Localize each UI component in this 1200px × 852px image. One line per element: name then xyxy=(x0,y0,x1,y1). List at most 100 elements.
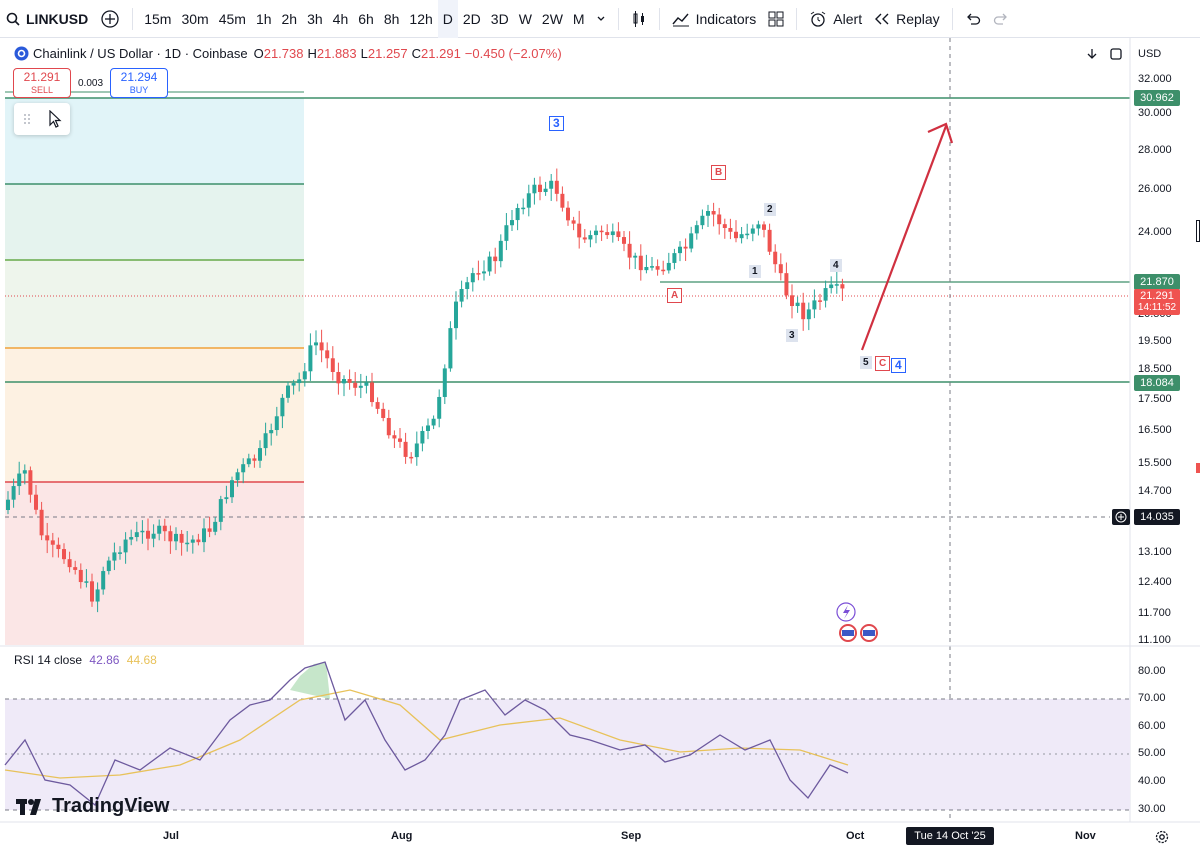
interval-2h[interactable]: 2h xyxy=(281,10,298,27)
wave-label-3-minor[interactable]: 3 xyxy=(786,329,798,342)
candle-body xyxy=(375,402,380,409)
buy-price: 21.294 xyxy=(120,70,158,84)
rsi-axis-label: 70.00 xyxy=(1138,692,1166,704)
candle-body xyxy=(644,266,649,271)
interval-12h[interactable]: 12h xyxy=(409,10,433,27)
candle-body xyxy=(756,224,761,229)
candle-body xyxy=(683,246,688,249)
price-axis-label: 15.500 xyxy=(1138,457,1172,469)
interval-D[interactable]: D xyxy=(437,0,458,38)
symbol-search[interactable]: LINKUSD xyxy=(0,0,94,38)
candle-body xyxy=(151,533,156,539)
interval-2W[interactable]: 2W xyxy=(541,10,563,27)
currency-selector[interactable]: USD xyxy=(1138,48,1162,60)
bar-countdown: 14:11:52 xyxy=(1137,302,1177,313)
candle-body xyxy=(431,418,436,426)
interval-4h[interactable]: 4h xyxy=(332,10,349,27)
add-level-button[interactable] xyxy=(1112,509,1130,525)
candle-body xyxy=(314,342,318,346)
candle-body xyxy=(582,237,587,240)
candle-body xyxy=(487,256,492,272)
undo-button[interactable] xyxy=(959,0,987,38)
price-axis-label: 11.700 xyxy=(1138,607,1171,619)
arrow-down-icon xyxy=(1087,49,1097,59)
candle-body xyxy=(734,231,738,239)
divider xyxy=(617,7,619,30)
interval-3h[interactable]: 3h xyxy=(307,10,323,27)
candle-body xyxy=(17,473,22,487)
alert-button[interactable]: Alert xyxy=(803,0,868,38)
price-axis-label: 11.100 xyxy=(1138,634,1171,646)
wave-label-3-major[interactable]: 3 xyxy=(549,116,564,131)
interval-1h[interactable]: 1h xyxy=(255,10,272,27)
interval-45m[interactable]: 45m xyxy=(218,10,246,27)
maximize-button[interactable] xyxy=(1108,46,1124,62)
candle-body xyxy=(577,223,582,238)
chart-type-button[interactable] xyxy=(625,0,653,38)
economic-events[interactable] xyxy=(836,602,878,642)
chart-canvas[interactable] xyxy=(0,38,1200,852)
candle-body xyxy=(414,443,419,458)
rsi-axis-label: 30.00 xyxy=(1138,803,1166,815)
interval-30m[interactable]: 30m xyxy=(181,10,209,27)
interval-dropdown[interactable] xyxy=(590,0,612,38)
rsi-legend: RSI 14 close 42.86 44.68 xyxy=(14,653,157,667)
candle-body xyxy=(162,525,167,532)
candle-body xyxy=(336,371,341,384)
candle-body xyxy=(22,470,27,474)
compare-button[interactable] xyxy=(94,0,126,38)
buy-button[interactable]: 21.294 BUY xyxy=(110,68,168,98)
candle-body xyxy=(795,302,800,307)
candle-body xyxy=(672,253,677,263)
candle-body xyxy=(504,225,509,241)
axis-settings-button[interactable] xyxy=(1154,829,1170,845)
wave-label-5[interactable]: 5 xyxy=(860,356,872,369)
price-axis-label: 30.000 xyxy=(1138,107,1172,119)
redo-button[interactable] xyxy=(987,0,1015,38)
wave-label-b[interactable]: B xyxy=(711,165,727,180)
candle-body xyxy=(493,256,498,262)
scroll-down-button[interactable] xyxy=(1084,46,1100,62)
candle-body xyxy=(392,435,397,439)
wave-label-4-major[interactable]: 4 xyxy=(891,358,906,373)
candle-body xyxy=(571,220,576,224)
tradingview-logo[interactable]: TradingView xyxy=(16,795,169,818)
wave-label-c[interactable]: C xyxy=(875,356,891,371)
wave-label-1[interactable]: 1 xyxy=(749,265,761,278)
wave-label-a[interactable]: A xyxy=(667,288,683,303)
candle-body xyxy=(263,433,268,449)
candle-body xyxy=(459,289,464,302)
candle-body xyxy=(616,231,621,238)
wave-label-4[interactable]: 4 xyxy=(830,259,842,272)
candle-body xyxy=(560,193,565,208)
candle-body xyxy=(381,408,386,418)
sell-button[interactable]: 21.291 SELL xyxy=(13,68,71,98)
candle-body xyxy=(241,464,246,473)
interval-2D[interactable]: 2D xyxy=(462,10,481,27)
wave-label-2[interactable]: 2 xyxy=(764,203,776,216)
interval-8h[interactable]: 8h xyxy=(383,10,400,27)
interval-3D[interactable]: 3D xyxy=(490,10,509,27)
candle-body xyxy=(190,539,195,543)
fib-zone-teal xyxy=(5,184,304,260)
candle-body xyxy=(722,224,727,228)
candle-body xyxy=(78,569,83,583)
indicators-button[interactable]: Indicators xyxy=(666,0,763,38)
candle-body xyxy=(806,309,811,320)
interval-15m[interactable]: 15m xyxy=(144,10,172,27)
cursor-icon[interactable] xyxy=(48,110,62,128)
candle-body xyxy=(112,552,117,561)
replay-button[interactable]: Replay xyxy=(868,0,946,38)
candle-body xyxy=(11,486,16,500)
candle-body xyxy=(403,441,408,457)
candle-body xyxy=(274,416,279,431)
projection-arrow[interactable] xyxy=(860,125,948,351)
drag-handle-icon[interactable] xyxy=(23,112,31,126)
candle-body xyxy=(633,255,638,258)
interval-W[interactable]: W xyxy=(518,10,532,27)
interval-6h[interactable]: 6h xyxy=(358,10,374,27)
candle-body xyxy=(302,371,307,380)
interval-M[interactable]: M xyxy=(572,10,585,27)
layouts-button[interactable] xyxy=(762,0,790,38)
candle-body xyxy=(521,207,526,210)
